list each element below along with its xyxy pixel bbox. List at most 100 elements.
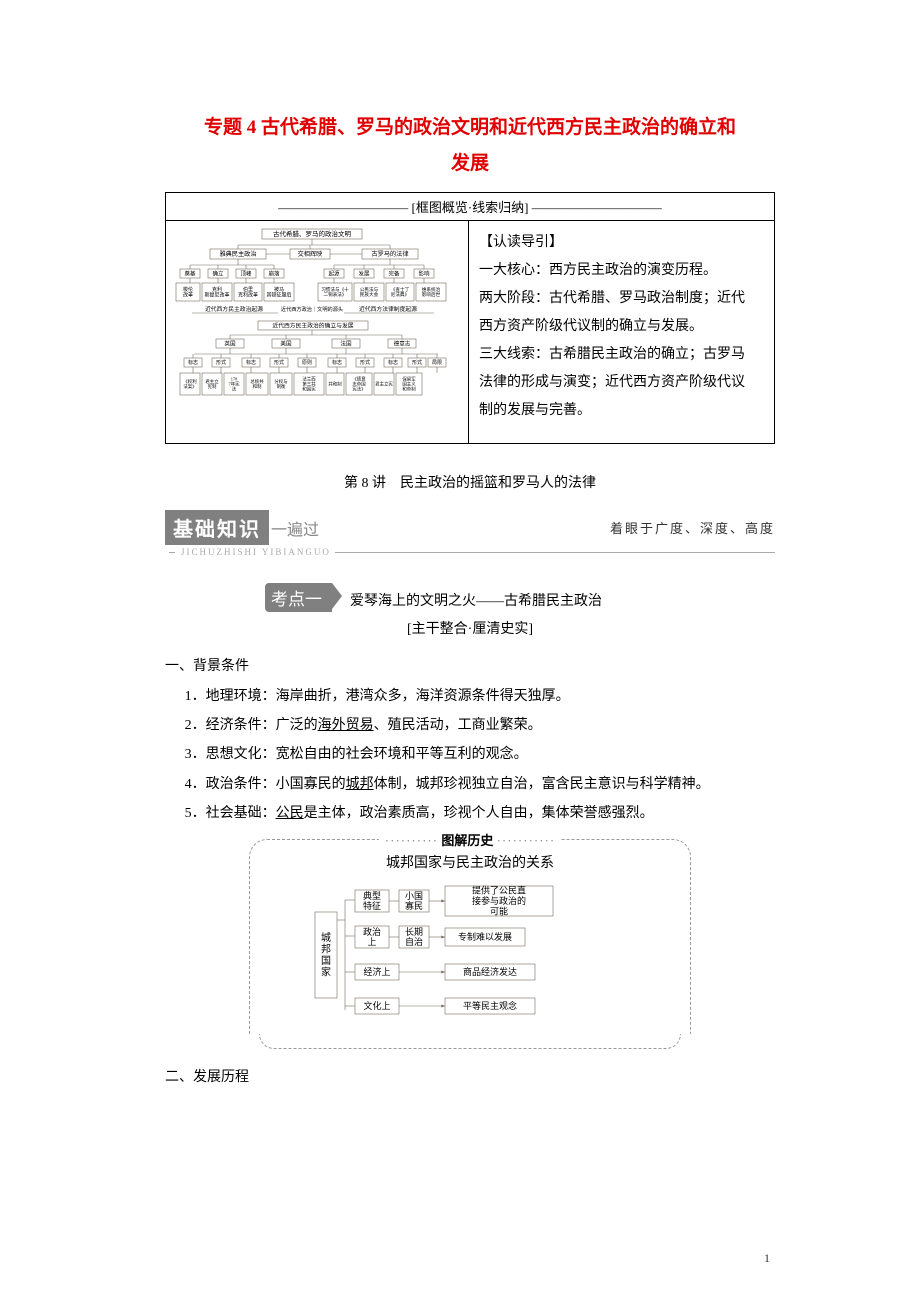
list-item: 3．思想文化：宽松自由的社会环境和平等互利的观念。 bbox=[165, 740, 775, 769]
svg-text:共和制: 共和制 bbox=[328, 381, 342, 388]
svg-text:美国: 美国 bbox=[280, 340, 292, 348]
banner-pinyin: JICHUZHISHI YIBIANGUO bbox=[181, 547, 331, 557]
sec2-head: 二、发展历程 bbox=[165, 1063, 775, 1092]
section-banner: 基础知识 一遍过 着眼于广度、深度、高度 bbox=[165, 510, 775, 545]
svg-text:斯提尼改革: 斯提尼改革 bbox=[204, 292, 229, 299]
svg-text:上: 上 bbox=[367, 937, 376, 947]
svg-text:起源: 起源 bbox=[328, 269, 340, 277]
svg-text:古罗马的法律: 古罗马的法律 bbox=[371, 250, 408, 258]
reading-guide: 【认读导引】 一大核心：西方民主政治的演变历程。 两大阶段：古代希腊、罗马政治制… bbox=[469, 221, 774, 443]
svg-text:商品经济发达: 商品经济发达 bbox=[463, 965, 517, 976]
svg-text:克利改革: 克利改革 bbox=[238, 292, 258, 299]
svg-text:崩落: 崩落 bbox=[268, 269, 280, 277]
guide-head: 【认读导引】 bbox=[479, 229, 764, 257]
guide-stage-1: 两大阶段：古代希腊、罗马政治制度；近代 bbox=[479, 285, 764, 313]
guide-line-1: 三大线索：古希腊民主政治的确立；古罗马 bbox=[479, 341, 764, 369]
svg-text:法案》: 法案》 bbox=[183, 383, 196, 390]
svg-text:和帝制: 和帝制 bbox=[402, 386, 416, 393]
sec1-head: 一、背景条件 bbox=[165, 652, 775, 681]
svg-text:法国: 法国 bbox=[340, 340, 352, 348]
svg-text:交相辉映: 交相辉映 bbox=[298, 250, 323, 258]
svg-text:克利: 克利 bbox=[212, 286, 222, 293]
guide-core: 一大核心：西方民主政治的演变历程。 bbox=[479, 257, 764, 285]
svg-text:其顿征服后: 其顿征服后 bbox=[266, 292, 291, 299]
svg-text:特征: 特征 bbox=[363, 900, 381, 911]
svg-text:小国: 小国 bbox=[405, 890, 423, 900]
svg-text:标志: 标志 bbox=[188, 359, 198, 366]
banner-tag: 着眼于广度、深度、高度 bbox=[610, 518, 775, 537]
svg-text:近代西方民主政治的确立与发展: 近代西方民主政治的确立与发展 bbox=[272, 322, 353, 330]
svg-text:家: 家 bbox=[321, 965, 331, 978]
svg-text:自治: 自治 bbox=[405, 936, 423, 947]
svg-text:接参与政治的: 接参与政治的 bbox=[472, 894, 526, 905]
page-number: 1 bbox=[764, 1251, 770, 1266]
svg-text:标志: 标志 bbox=[246, 359, 256, 366]
svg-text:影响: 影响 bbox=[418, 269, 430, 277]
svg-text:近代西方法律制度起源: 近代西方法律制度起源 bbox=[359, 305, 417, 313]
svg-text:形式: 形式 bbox=[412, 359, 422, 366]
svg-text:伯里: 伯里 bbox=[243, 286, 253, 293]
banner-badge: 基础知识 bbox=[165, 510, 269, 545]
svg-text:雅典民主政治: 雅典民主政治 bbox=[219, 250, 256, 258]
svg-text:德意志: 德意志 bbox=[394, 340, 411, 348]
svg-text:经济上: 经济上 bbox=[363, 965, 390, 976]
svg-text:宪法》: 宪法》 bbox=[352, 386, 365, 393]
svg-text:梭伦: 梭伦 bbox=[183, 286, 193, 293]
svg-text:寡民: 寡民 bbox=[405, 900, 423, 911]
svg-text:和制: 和制 bbox=[253, 383, 262, 390]
kaodian-text: 爱琴海上的文明之火——古希腊民主政治 bbox=[350, 590, 602, 612]
svg-text:政治: 政治 bbox=[363, 925, 381, 936]
svg-text:形式: 形式 bbox=[360, 359, 370, 366]
overview-frame: —————————— [框图概览·线索归纳] —————————— 古代希腊、罗… bbox=[165, 192, 775, 444]
svg-text:奠基: 奠基 bbox=[184, 269, 196, 277]
svg-text:原则: 原则 bbox=[302, 359, 312, 366]
svg-text:改革: 改革 bbox=[183, 292, 193, 299]
svg-text:近代西方民主政治起源: 近代西方民主政治起源 bbox=[205, 305, 263, 313]
lecture-title: 第 8 讲 民主政治的摇篮和罗马人的法律 bbox=[165, 472, 775, 492]
callout-label: ·········· 图解历史 ··········· bbox=[379, 830, 561, 849]
svg-text:制衡: 制衡 bbox=[277, 383, 286, 390]
svg-text:被马: 被马 bbox=[274, 286, 284, 293]
svg-text:法: 法 bbox=[232, 386, 237, 393]
svg-text:形式: 形式 bbox=[274, 359, 284, 366]
svg-text:英国: 英国 bbox=[224, 340, 236, 348]
callout-title: 城邦国家与民主政治的关系 bbox=[260, 852, 680, 872]
svg-text:城: 城 bbox=[321, 932, 331, 944]
svg-text:提供了公民直: 提供了公民直 bbox=[472, 884, 526, 895]
svg-text:确立: 确立 bbox=[212, 269, 224, 277]
svg-text:完备: 完备 bbox=[388, 269, 400, 277]
banner-sub: 一遍过 bbox=[271, 516, 319, 540]
svg-text:顶峰: 顶峰 bbox=[240, 269, 252, 277]
list-item: 5．社会基础：公民是主体，政治素质高，珍视个人自由，集体荣誉感强烈。 bbox=[165, 799, 775, 828]
guide-stage-2: 西方资产阶级代议制的确立与发展。 bbox=[479, 313, 764, 341]
list-item: 4．政治条件：小国寡民的城邦体制，城邦珍视独立自治，富含民主意识与科学精神。 bbox=[165, 770, 775, 799]
svg-text:标志: 标志 bbox=[388, 359, 398, 366]
svg-text:标志: 标志 bbox=[332, 359, 342, 366]
svg-text:和国宪: 和国宪 bbox=[302, 386, 316, 393]
svg-text:二铜表法》: 二铜表法》 bbox=[324, 291, 347, 298]
svg-text:邦: 邦 bbox=[321, 942, 331, 955]
list-item: 2．经济条件：广泛的海外贸易、殖民活动，工商业繁荣。 bbox=[165, 711, 775, 740]
svg-text:民族大会: 民族大会 bbox=[360, 291, 379, 298]
svg-text:古代希腊、罗马的政治文明: 古代希腊、罗马的政治文明 bbox=[273, 229, 352, 238]
list-item: 1．地理环境：海岸曲折，港湾众多，海洋资源条件得天独厚。 bbox=[165, 682, 775, 711]
title-line-1: 专题 4 古代希腊、罗马的政治文明和近代西方民主政治的确立和 bbox=[165, 110, 775, 146]
svg-text:君主立宪: 君主立宪 bbox=[375, 381, 393, 388]
svg-text:尼法典》: 尼法典》 bbox=[391, 291, 409, 298]
svg-text:可能: 可能 bbox=[490, 905, 508, 916]
guide-line-2: 法律的形成与演变；近代西方资产阶级代议 bbox=[479, 369, 764, 397]
svg-text:典型: 典型 bbox=[363, 889, 381, 900]
relation-diagram: 城邦国家典型特征小国寡民提供了公民直接参与政治的可能政治上长期自治专制难以发展经… bbox=[260, 880, 680, 1030]
frame-header: —————————— [框图概览·线索归纳] —————————— bbox=[166, 193, 774, 221]
banner-underline: JICHUZHISHI YIBIANGUO bbox=[165, 547, 775, 557]
history-callout: ·········· 图解历史 ··········· 城邦国家与民主政治的关系… bbox=[249, 839, 691, 1034]
tree-diagram: 古代希腊、罗马的政治文明雅典民主政治 交相辉映 古罗马的法律奠基 确立 顶峰 崩落 起源 发展… bbox=[166, 221, 469, 443]
svg-text:形式: 形式 bbox=[216, 359, 226, 366]
svg-text:局限: 局限 bbox=[432, 359, 442, 366]
svg-text:平等民主观念: 平等民主观念 bbox=[463, 999, 517, 1010]
svg-text:发展: 发展 bbox=[358, 269, 370, 277]
svg-text:国: 国 bbox=[321, 955, 331, 967]
svg-text:文化上: 文化上 bbox=[363, 999, 390, 1010]
guide-line-3: 制的发展与完善。 bbox=[479, 397, 764, 425]
svg-text:专制难以发展: 专制难以发展 bbox=[458, 930, 512, 941]
